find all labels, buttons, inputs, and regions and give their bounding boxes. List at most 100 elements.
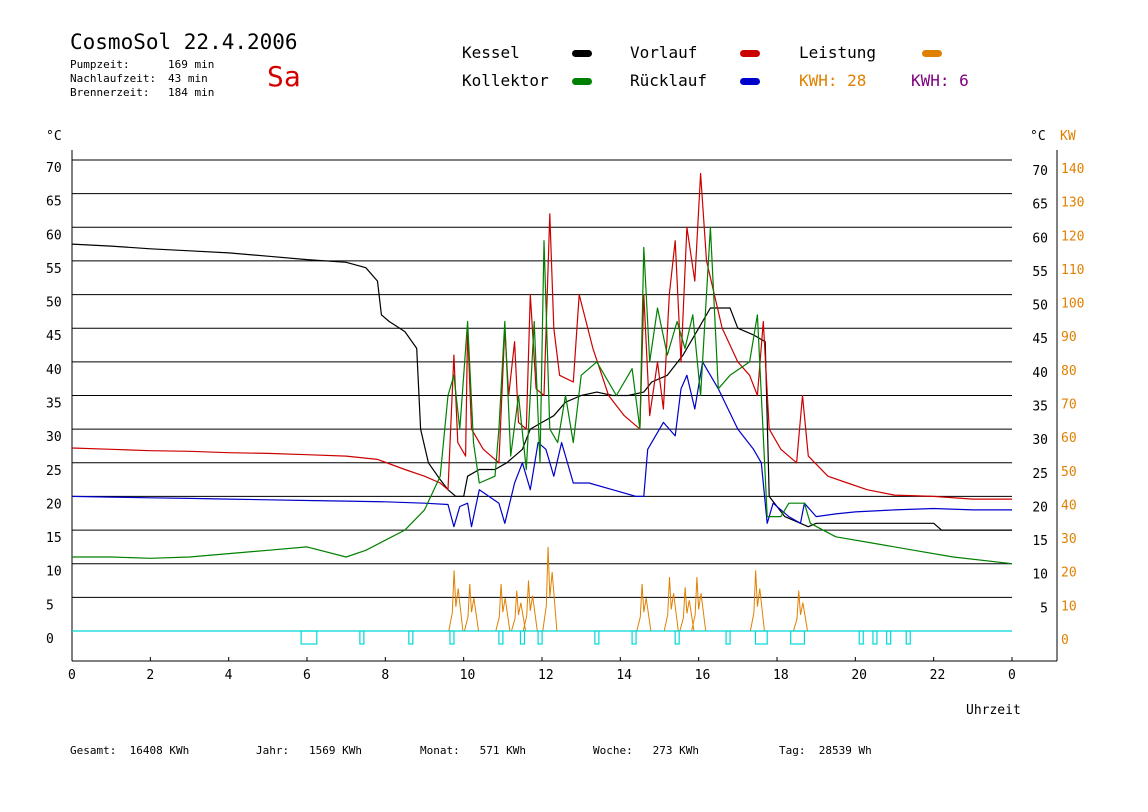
legend-kwh-solar: KWH: 28 [799, 71, 867, 90]
y-tick-right-15: 15 [1032, 534, 1048, 549]
leistung-layer [448, 546, 809, 632]
y-tick-right-45: 45 [1032, 332, 1048, 347]
legend-kessel-swatch [572, 50, 592, 57]
pump-interval-7 [594, 630, 600, 645]
pump-interval-5 [519, 630, 526, 645]
x-tick-12: 0 [1008, 668, 1016, 683]
legend-ruecklauf-label: Rücklauf [630, 71, 708, 90]
y-tick-right-55: 55 [1032, 265, 1048, 280]
y2-tick-130: 130 [1061, 196, 1084, 211]
x-tick-6: 12 [538, 668, 554, 683]
y2-tick-100: 100 [1061, 297, 1084, 312]
footer-tag: Tag: 28539 Wh [779, 744, 872, 757]
series-line-vorlauf [71, 172, 1012, 500]
y-tick-right-50: 50 [1032, 299, 1048, 314]
legend-vorlauf-swatch [740, 50, 760, 57]
y-tick-left-40: 40 [46, 363, 62, 378]
series-line-ruecklauf [71, 361, 1012, 528]
footer-gesamt: Gesamt: 16408 KWh [70, 744, 190, 757]
tick-labels: 0510152025303540455055606570510152025303… [46, 161, 1084, 683]
x-tick-1: 2 [146, 668, 154, 683]
pump-interval-12 [790, 630, 806, 645]
footer-jahr: Jahr: 1569 KWh [256, 744, 362, 757]
x-tick-2: 4 [225, 668, 233, 683]
leistung-peak-2 [495, 583, 511, 632]
pump-interval-1 [359, 630, 365, 645]
pump-interval-4 [498, 630, 504, 645]
leistung-peak-10 [749, 570, 765, 632]
y-tick-left-30: 30 [46, 430, 62, 445]
y-tick-left-45: 45 [46, 329, 62, 344]
leistung-peak-7 [663, 577, 679, 632]
series-lines [71, 172, 1013, 565]
leistung-peak-11 [792, 590, 809, 632]
y2-tick-80: 80 [1061, 364, 1077, 379]
x-tick-0: 0 [68, 668, 76, 683]
leistung-peak-5 [542, 546, 558, 632]
y-tick-right-25: 25 [1032, 467, 1048, 482]
y2-tick-120: 120 [1061, 229, 1084, 244]
leistung-peak-9 [691, 577, 707, 632]
legend-kollektor-swatch [572, 78, 592, 85]
legend-vorlauf-label: Vorlauf [630, 43, 698, 62]
y-tick-left-35: 35 [46, 397, 62, 412]
x-tick-4: 8 [381, 668, 389, 683]
x-tick-10: 20 [851, 668, 867, 683]
y-tick-left-5: 5 [46, 598, 54, 613]
y2-tick-30: 30 [1061, 532, 1077, 547]
y-tick-left-15: 15 [46, 531, 62, 546]
leistung-peak-8 [679, 587, 695, 632]
x-tick-3: 6 [303, 668, 311, 683]
y-tick-left-70: 70 [46, 161, 62, 176]
y-tick-right-5: 5 [1040, 601, 1048, 616]
leistung-peak-6 [636, 583, 652, 632]
stat-nachlaufzeit: Nachlaufzeit: 43 min [70, 72, 208, 85]
y-tick-left-20: 20 [46, 497, 62, 512]
y-tick-left-10: 10 [46, 565, 62, 580]
series-line-kollektor [72, 226, 1013, 565]
pump-interval-10 [725, 630, 731, 645]
stat-pumpzeit: Pumpzeit: 169 min [70, 58, 215, 71]
y2-tick-40: 40 [1061, 498, 1077, 513]
leistung-peak-3 [510, 590, 527, 632]
y-tick-left-0: 0 [46, 632, 54, 647]
y-tick-right-35: 35 [1032, 400, 1048, 415]
stat-brennerzeit: Brennerzeit: 184 min [70, 86, 215, 99]
y-axis-kw-unit: KW [1060, 129, 1076, 144]
footer-monat: Monat: 571 KWh [420, 744, 526, 757]
chart-axes [71, 150, 1058, 662]
leistung-peak-1 [463, 583, 480, 632]
stats-block: Pumpzeit: 169 min Nachlaufzeit: 43 min Bre… [70, 58, 214, 100]
pump-interval-8 [631, 630, 637, 645]
y-tick-right-10: 10 [1032, 568, 1048, 583]
pump-interval-0 [300, 630, 318, 645]
pump-interval-14 [872, 630, 878, 645]
y2-tick-90: 90 [1061, 330, 1077, 345]
pump-interval-11 [754, 630, 768, 645]
chart-title: CosmoSol 22.4.2006 [70, 30, 298, 54]
y-axis-right-unit: °C [1030, 129, 1046, 144]
x-tick-11: 22 [930, 668, 946, 683]
pump-interval-2 [408, 630, 414, 645]
y-tick-left-65: 65 [46, 195, 62, 210]
pump-interval-3 [449, 630, 455, 645]
y-tick-left-60: 60 [46, 228, 62, 243]
y-tick-left-50: 50 [46, 296, 62, 311]
legend-kwh-secondary: KWH: 6 [911, 71, 969, 90]
legend-ruecklauf-swatch [740, 78, 760, 85]
pump-interval-6 [537, 630, 543, 645]
y-tick-right-70: 70 [1032, 164, 1048, 179]
y2-tick-10: 10 [1061, 599, 1077, 614]
series-line-kessel [71, 243, 1012, 531]
y2-tick-20: 20 [1061, 566, 1077, 581]
footer-woche: Woche: 273 KWh [593, 744, 699, 757]
y2-tick-50: 50 [1061, 465, 1077, 480]
y2-tick-70: 70 [1061, 398, 1077, 413]
pump-interval-9 [674, 630, 680, 645]
y2-tick-0: 0 [1061, 633, 1069, 648]
y-tick-right-60: 60 [1032, 231, 1048, 246]
leistung-peak-0 [448, 570, 464, 632]
legend-leistung-swatch [922, 50, 942, 57]
weekday-label: Sa [267, 60, 301, 93]
